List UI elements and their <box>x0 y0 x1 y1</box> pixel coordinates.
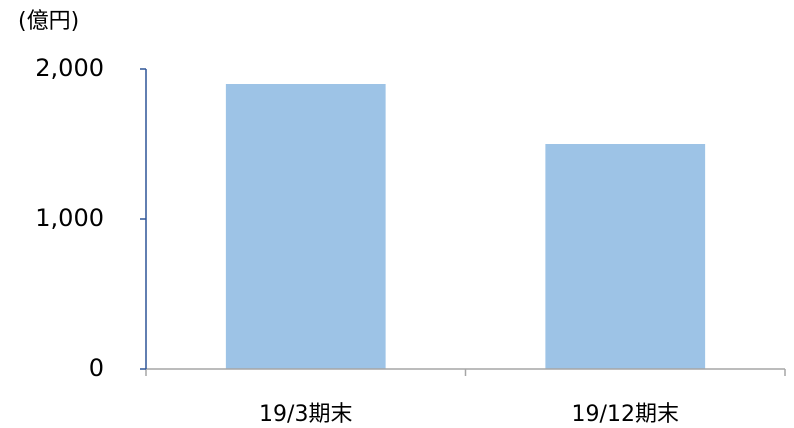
x-tick-label: 19/3期末 <box>259 402 352 427</box>
bar <box>225 84 386 369</box>
y-tick-label: 0 <box>89 354 104 382</box>
x-tick-label: 19/12期末 <box>572 402 679 427</box>
y-tick-label: 1,000 <box>35 204 104 232</box>
bar <box>545 144 706 369</box>
y-unit-label: (億円) <box>18 9 79 34</box>
y-tick-label: 2,000 <box>35 54 104 82</box>
